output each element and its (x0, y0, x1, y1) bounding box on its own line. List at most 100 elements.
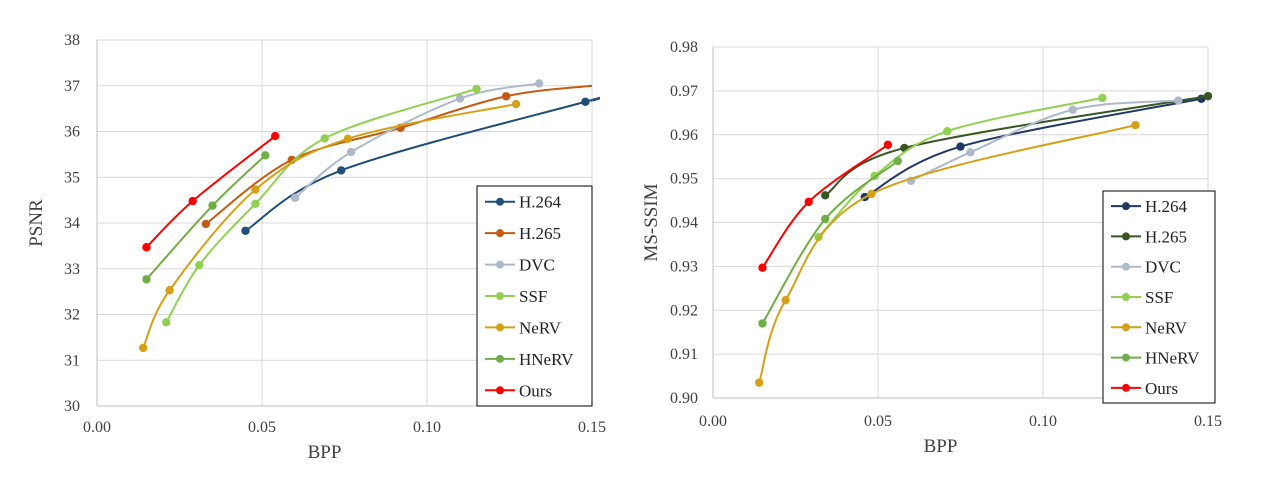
data-point (320, 134, 329, 143)
data-point (511, 99, 521, 109)
series-ssf (814, 93, 1107, 242)
legend-entry-label: H.265 (519, 224, 561, 243)
legend-entry-label: H.264 (1145, 197, 1188, 216)
legend-entry-label: NeRV (519, 318, 562, 337)
data-point (1203, 91, 1213, 101)
series-hnerv (142, 151, 270, 284)
data-point (455, 94, 465, 103)
legend-swatch-marker (1122, 262, 1130, 271)
series-line (244, 96, 600, 232)
y-axis-title: MS-SSIM (641, 183, 662, 261)
y-tick-label: 36 (64, 124, 80, 141)
data-point (502, 92, 511, 101)
data-point (1131, 120, 1140, 130)
data-point (201, 219, 211, 229)
data-point (337, 166, 346, 175)
y-tick-label: 38 (64, 32, 80, 49)
y-axis-title: PSNR (26, 199, 47, 247)
data-point (251, 185, 260, 194)
series-h-265 (821, 91, 1213, 200)
y-tick-label: 34 (64, 215, 80, 232)
legend-swatch-marker (1122, 353, 1130, 362)
series-line (761, 144, 889, 269)
data-point (966, 148, 975, 157)
series-line (758, 124, 1136, 383)
y-tick-label: 0.94 (670, 215, 698, 232)
series-ssf (162, 84, 481, 327)
data-point (343, 134, 352, 144)
legend-swatch-marker (1122, 323, 1130, 332)
ms-ssim-chart: 0.90 0.91 0.92 0.93 0.94 0.95 0.96 0.97 0.98 0.00… (641, 39, 1222, 457)
legend-entry-label: SSF (1145, 288, 1173, 307)
data-point (821, 191, 830, 200)
series-line (145, 154, 266, 280)
data-point (867, 189, 876, 199)
x-tick-label: 0.00 (83, 419, 111, 436)
y-tick-label: 0.90 (670, 390, 698, 407)
data-point (271, 131, 280, 141)
y-tick-label: 0.95 (670, 171, 698, 188)
x-axis-title: BPP (924, 436, 958, 457)
data-point (251, 199, 260, 208)
legend-entry-label: DVC (1145, 258, 1181, 277)
legend-swatch-marker (1122, 293, 1130, 301)
data-point (162, 318, 171, 327)
y-tick-label: 33 (64, 261, 80, 278)
legend-swatch-marker (1122, 202, 1130, 211)
data-point (290, 193, 300, 203)
data-point (883, 140, 893, 150)
series-nerv (139, 99, 521, 353)
x-tick-label: 0.05 (248, 419, 276, 436)
data-point (346, 147, 356, 157)
data-point (142, 275, 151, 284)
x-axis-title: BPP (308, 442, 342, 463)
data-point (208, 201, 217, 210)
series-line (864, 97, 1202, 198)
x-tick-label: 0.00 (699, 413, 727, 430)
y-tick-label: 32 (64, 307, 80, 324)
data-point (139, 343, 148, 353)
legend: H.264 H.265 DVC SSF NeRV HNeRV Ours (1102, 190, 1216, 404)
legend-entry-label: H.265 (1145, 227, 1187, 246)
series-line (817, 96, 1103, 238)
y-tick-label: 0.97 (670, 83, 698, 100)
legend-entry-label: SSF (519, 287, 547, 306)
y-tick-label: 35 (64, 169, 80, 186)
legend-entry-label: HNeRV (519, 350, 574, 369)
series-line (294, 82, 540, 199)
y-tick-label: 0.98 (670, 39, 698, 56)
x-tick-label: 0.10 (1029, 413, 1057, 430)
data-point (804, 197, 813, 207)
y-tick-label: 31 (64, 352, 80, 369)
data-point (535, 79, 544, 88)
data-point (943, 127, 952, 136)
legend-entry-label: HNeRV (1145, 349, 1200, 368)
series-nerv (755, 120, 1140, 387)
legend-swatch-marker (496, 354, 504, 363)
series-ours (758, 140, 893, 272)
series-ours (142, 131, 280, 252)
data-point (241, 226, 250, 235)
legend-entry-label: NeRV (1145, 318, 1188, 337)
data-point (758, 319, 767, 328)
legend-entry-label: H.264 (519, 193, 562, 212)
data-point (821, 214, 830, 224)
legend-swatch-marker (496, 197, 504, 206)
x-tick-label: 0.15 (1194, 413, 1222, 430)
y-tick-label: 0.96 (670, 127, 698, 144)
legend-swatch-marker (496, 292, 504, 300)
x-tick-label: 0.10 (413, 419, 441, 436)
legend-swatch-marker (496, 229, 504, 238)
y-tick-label: 0.91 (670, 346, 698, 363)
series-h-264 (241, 96, 600, 235)
y-tick-label: 0.93 (670, 258, 698, 275)
x-tick-label: 0.05 (864, 413, 892, 430)
data-point (472, 84, 481, 94)
legend-swatch-marker (496, 386, 504, 395)
data-point (781, 295, 790, 305)
data-point (261, 151, 270, 160)
data-point (755, 378, 764, 387)
data-point (1068, 105, 1077, 114)
series-line (824, 95, 1209, 197)
